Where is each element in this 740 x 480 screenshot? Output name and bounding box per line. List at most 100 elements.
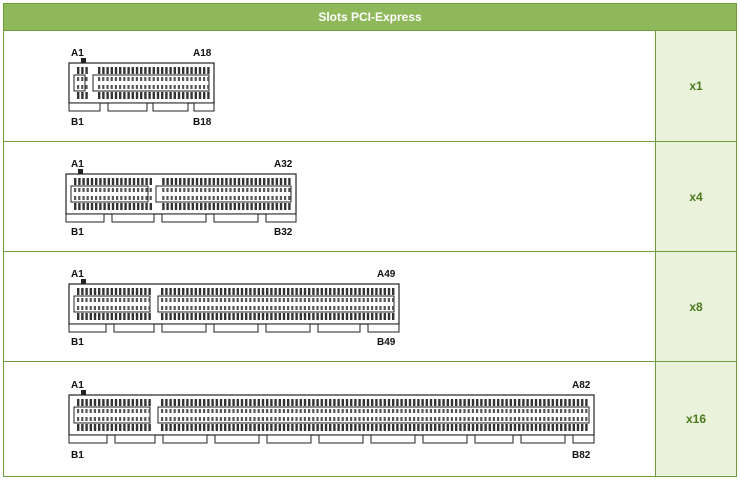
pin-tick <box>148 424 151 431</box>
contact-tick <box>85 298 88 302</box>
contact-tick <box>106 409 109 413</box>
contact-tick <box>345 409 348 413</box>
contact-tick <box>114 417 117 421</box>
pin-tick <box>266 424 269 431</box>
pin-tick <box>383 313 386 320</box>
pin-tick <box>156 67 160 74</box>
pin-tick <box>282 399 286 406</box>
pin-tick <box>81 288 84 295</box>
contact-tick <box>261 298 264 302</box>
finger-tab <box>114 434 156 444</box>
contact-tick <box>312 417 315 421</box>
groove-key-side <box>73 74 86 92</box>
contact-tick <box>295 409 298 413</box>
slot-row-x4: A1 A32 B1 B32 x4 <box>4 142 736 252</box>
pin-tick <box>539 399 542 406</box>
pin-tick <box>341 313 344 320</box>
contact-tick <box>179 188 182 192</box>
pin-tick <box>358 399 361 406</box>
contact-tick <box>123 77 126 81</box>
pin-tick <box>425 399 428 406</box>
pin-tick <box>312 288 315 295</box>
pin-tick <box>271 203 274 210</box>
pin-tick <box>233 178 236 185</box>
contact-tick <box>404 417 407 421</box>
contact-tick <box>543 417 546 421</box>
pin-tick <box>111 203 115 210</box>
pin-tick <box>404 399 407 406</box>
pin-tick <box>131 67 134 74</box>
finger-tab <box>266 434 312 444</box>
contact-tick <box>123 306 126 310</box>
pin-tick <box>358 288 361 295</box>
pin-tick <box>267 203 270 210</box>
pin-tick <box>246 203 249 210</box>
pin-tick <box>417 424 420 431</box>
pin-tick <box>203 92 206 99</box>
pin-tick <box>543 399 546 406</box>
contact-tick <box>501 409 504 413</box>
pin-tick <box>581 424 584 431</box>
pin-tick <box>232 288 235 295</box>
contact-tick <box>173 77 176 81</box>
contact-tick <box>135 85 138 89</box>
pin-tick <box>102 399 105 406</box>
contact-tick <box>77 306 80 310</box>
pin-tick <box>459 399 462 406</box>
contact-tick <box>324 298 327 302</box>
pin-tick <box>224 399 227 406</box>
pin-tick <box>161 67 164 74</box>
contact-tick <box>103 196 106 200</box>
contact-tick <box>124 188 127 192</box>
contact-tick <box>282 306 285 310</box>
contact-tick <box>111 188 114 192</box>
pin-tick <box>85 399 88 406</box>
contact-tick <box>207 306 210 310</box>
pin-tick <box>371 313 374 320</box>
pin-tick <box>119 424 122 431</box>
pin-tick <box>106 399 109 406</box>
contact-tick <box>173 409 176 413</box>
contact-tick <box>358 417 361 421</box>
contact-tick <box>484 409 487 413</box>
contact-tick <box>103 188 106 192</box>
contact-tick <box>497 417 500 421</box>
contact-tick <box>186 417 189 421</box>
contact-tick <box>144 417 147 421</box>
contact-tick <box>488 417 491 421</box>
contact-tick <box>221 188 224 192</box>
pin-tick <box>169 399 172 406</box>
contact-tick <box>467 417 470 421</box>
pin-tick <box>204 178 207 185</box>
pin-tick <box>291 313 294 320</box>
contact-tick <box>249 298 252 302</box>
contact-tick <box>228 409 231 413</box>
contact-tick <box>387 409 390 413</box>
contact-tick <box>383 298 386 302</box>
pin-tick <box>501 399 504 406</box>
contact-tick <box>547 409 550 413</box>
pin-tick <box>271 178 274 185</box>
contact-tick <box>522 409 525 413</box>
contact-tick <box>174 196 177 200</box>
pin-tick <box>148 67 151 74</box>
contact-tick <box>270 306 273 310</box>
contact-tick <box>131 409 134 413</box>
pin-tick <box>408 399 412 406</box>
pin-tick <box>240 399 244 406</box>
contact-tick <box>555 417 558 421</box>
contact-tick <box>287 306 290 310</box>
pin-tick <box>299 288 302 295</box>
pin-tick <box>95 203 98 210</box>
pin-tick <box>86 203 89 210</box>
pin-tick <box>119 67 122 74</box>
finger-tab <box>68 323 107 333</box>
pin-tick <box>324 288 328 295</box>
pin-tick <box>135 399 139 406</box>
contact-tick <box>114 306 117 310</box>
pin-tick <box>165 424 168 431</box>
contact-tick <box>114 298 117 302</box>
pin-tick <box>513 424 517 431</box>
contact-tick <box>526 409 529 413</box>
contact-tick <box>144 298 147 302</box>
